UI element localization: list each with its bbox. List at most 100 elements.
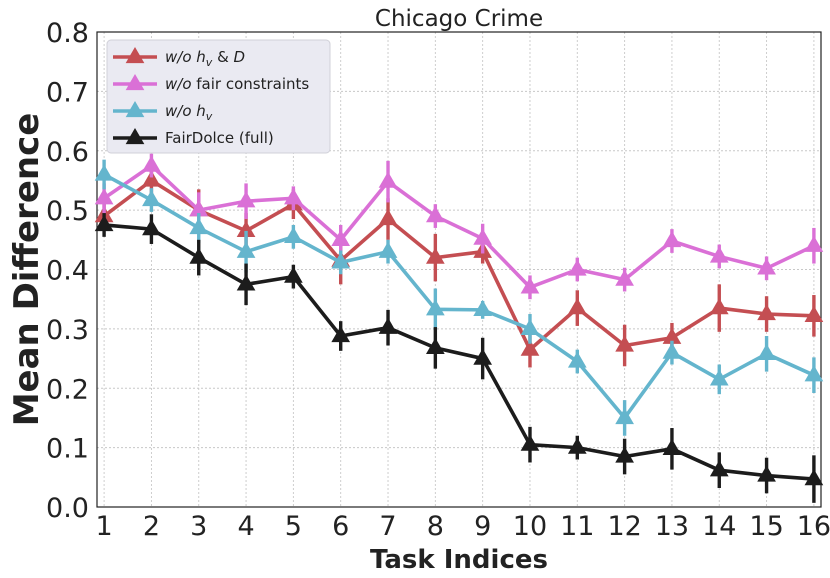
data-point [378, 241, 398, 258]
series-line [103, 178, 814, 352]
legend-label-italic: w/o [165, 48, 192, 66]
data-point [142, 170, 161, 187]
x-tick-label: 8 [427, 511, 444, 542]
legend-label-sub: v [206, 110, 213, 123]
data-point [662, 327, 682, 344]
x-tick-label: 13 [655, 511, 689, 542]
data-point [615, 269, 634, 286]
legend-label-tail: D [234, 48, 246, 66]
data-point [284, 188, 303, 205]
series-line [103, 223, 815, 481]
data-point [804, 235, 824, 252]
x-tick-label: 6 [332, 511, 349, 542]
series-layer [94, 153, 824, 503]
y-tick-label: 0.5 [46, 196, 89, 227]
data-point [236, 241, 256, 258]
series-line [103, 163, 815, 290]
legend-label: w/o fair constraints [165, 75, 309, 93]
legend-label-rest: fair constraints [192, 75, 310, 93]
data-point [757, 343, 776, 360]
legend-label-var: h [196, 48, 206, 66]
data-point [709, 298, 729, 315]
data-point [567, 351, 587, 368]
y-axis-label: Mean Difference [7, 113, 47, 427]
data-point [94, 188, 114, 205]
data-point [378, 209, 398, 226]
x-tick-label: 15 [749, 511, 783, 542]
legend-item: w/o hv [113, 100, 213, 123]
data-point [804, 305, 824, 322]
data-point [520, 339, 540, 356]
data-point [520, 277, 540, 294]
data-point [142, 190, 161, 207]
data-point [94, 164, 114, 181]
legend-label: w/o hv [165, 102, 213, 123]
data-point [709, 460, 729, 477]
data-point [425, 299, 445, 316]
chart-title: Chicago Crime [375, 6, 543, 32]
data-point [709, 246, 729, 263]
y-tick-label: 0.7 [46, 77, 89, 108]
data-point [615, 335, 634, 352]
data-point [757, 465, 776, 482]
x-tick-label: 16 [797, 511, 830, 542]
data-point [284, 266, 303, 283]
x-tick-labels: 1 2 3 4 5 6 7 8 9 10 11 12 13 14 15 16 [96, 511, 830, 542]
legend-marker [125, 127, 145, 145]
series-line [103, 172, 815, 420]
series-group [94, 213, 824, 503]
x-axis-label: Task Indices [370, 545, 548, 575]
data-point [189, 200, 209, 217]
plot-frame [96, 31, 822, 508]
x-tick-label: 11 [560, 511, 594, 542]
data-point [331, 252, 351, 269]
data-point [189, 247, 209, 264]
data-point [378, 171, 398, 188]
legend-item: w/o fair constraints [113, 73, 309, 93]
data-point [378, 317, 398, 334]
y-tick-label: 0.1 [46, 434, 89, 465]
x-tick-label: 9 [474, 511, 491, 542]
data-point [804, 365, 824, 382]
x-tick-label: 14 [702, 511, 736, 542]
legend-box [106, 39, 331, 154]
x-tick-label: 7 [379, 511, 396, 542]
data-point [520, 318, 540, 336]
y-tick-label: 0.2 [46, 374, 89, 405]
legend-label-rest: & [212, 48, 233, 66]
data-point [142, 219, 161, 236]
legend-item: w/o hv & D [113, 46, 245, 69]
data-point [567, 259, 587, 276]
data-point [662, 438, 682, 455]
legend-label-italic: w/o [165, 75, 192, 93]
y-tick-label: 0.0 [46, 493, 89, 524]
data-point [236, 220, 256, 238]
series-group [94, 153, 824, 300]
data-point [236, 191, 256, 208]
x-tick-label: 10 [513, 511, 547, 542]
y-tick-label: 0.6 [46, 137, 89, 168]
data-point [473, 299, 493, 317]
series-group [94, 159, 824, 436]
data-point [662, 342, 682, 359]
data-point [567, 298, 587, 315]
data-point [331, 325, 351, 343]
data-point [520, 434, 540, 451]
data-point [142, 155, 161, 172]
data-point [567, 437, 587, 454]
data-point [425, 337, 445, 355]
y-tick-labels: 0.0 0.1 0.2 0.3 0.4 0.5 0.6 0.7 0.8 [46, 18, 89, 524]
data-point [709, 369, 729, 386]
legend-label-rest: FairDolce (full) [165, 129, 274, 147]
data-point [473, 348, 493, 365]
legend-marker [125, 46, 145, 64]
data-point [804, 469, 824, 486]
legend-label: w/o hv & D [165, 48, 245, 69]
data-point [236, 274, 256, 291]
data-point [662, 230, 682, 248]
x-tick-label: 12 [607, 511, 641, 542]
legend-marker [125, 100, 145, 118]
data-point [757, 304, 776, 321]
